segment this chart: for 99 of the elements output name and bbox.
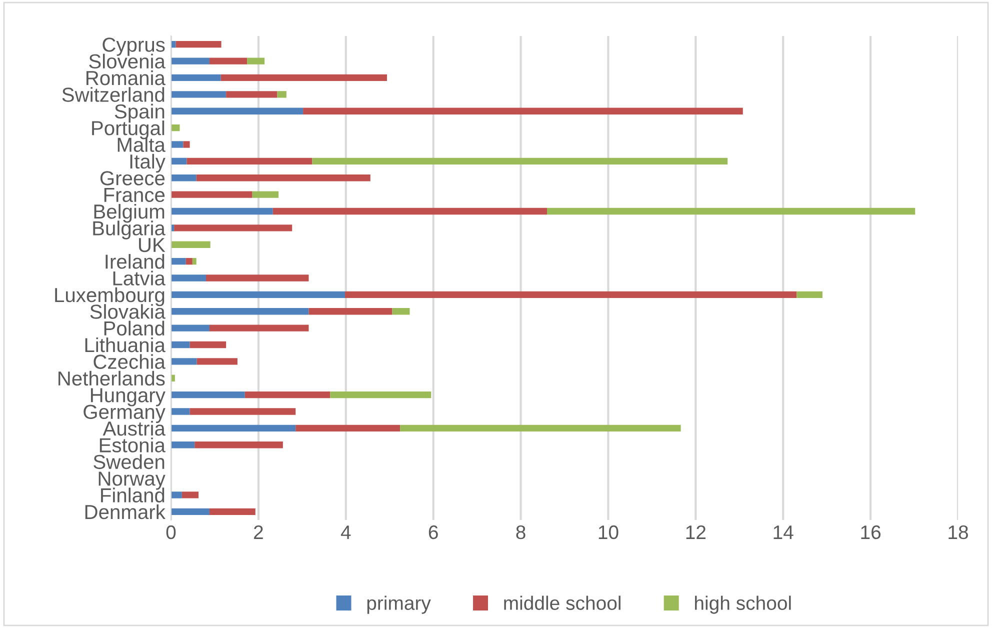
bar: [171, 158, 187, 165]
bar: [247, 58, 265, 64]
bar: [171, 358, 197, 365]
y-tick-label: Belgium: [94, 204, 164, 223]
y-tick-label: Finland: [101, 488, 164, 502]
y-tick-label: Hungary: [90, 388, 166, 406]
bar: [171, 241, 210, 248]
y-tick-label: Sweden: [94, 454, 164, 470]
x-tick-label: 14: [774, 526, 794, 539]
bar: [400, 424, 681, 432]
x-tick-label: 12: [686, 525, 706, 539]
bar: [220, 74, 387, 82]
y-tick-label: Luxembourg: [55, 287, 164, 306]
y-tick-label: Italy: [130, 154, 166, 173]
bar: [171, 424, 296, 432]
bar: [171, 258, 186, 265]
bar: [171, 308, 309, 315]
bar: [171, 341, 190, 348]
bar: [196, 174, 370, 182]
y-tick-label: Poland: [104, 320, 164, 336]
y-tick-label: Latvia: [113, 270, 166, 286]
y-tick-label: Switzerland: [62, 87, 164, 102]
bar: [312, 158, 728, 165]
bar: [209, 58, 248, 64]
y-tick-label: Czechia: [94, 354, 166, 369]
bar: [182, 492, 199, 498]
bar: [190, 341, 226, 348]
bar: [176, 41, 222, 48]
bar: [194, 442, 283, 448]
y-tick-label: Ireland: [106, 254, 164, 269]
y-tick-label: Austria: [102, 420, 166, 436]
y-tick-label: Denmark: [85, 504, 166, 520]
bar: [209, 508, 256, 515]
bar: [244, 391, 330, 398]
x-tick-label: 8: [516, 525, 526, 540]
bar: [171, 274, 206, 282]
bar: [171, 508, 210, 515]
bar: [196, 358, 238, 365]
bar: [206, 274, 309, 282]
y-tick-label: Slovenia: [89, 54, 166, 69]
bar: [171, 442, 195, 448]
bar: [171, 208, 273, 215]
bar: [171, 174, 196, 182]
bar: [171, 291, 346, 298]
y-tick-label: Spain: [114, 104, 164, 123]
bar: [272, 208, 548, 215]
y-tick-label: UK: [139, 238, 166, 252]
bar: [174, 224, 292, 232]
y-tick-label: Slovakia: [90, 304, 166, 319]
x-tick-label: 0: [166, 525, 176, 540]
x-tick-label: 16: [861, 525, 881, 540]
bar: [171, 408, 190, 415]
bar: [192, 258, 196, 265]
y-tick-label: Norway: [98, 472, 166, 490]
bar: [252, 191, 279, 198]
bar: [796, 291, 822, 298]
y-tick-label: Romania: [86, 70, 166, 86]
y-tick-label: Estonia: [100, 438, 166, 452]
bar: [171, 492, 182, 498]
bar: [345, 291, 797, 298]
bar: [190, 408, 296, 415]
x-tick-label: 2: [254, 525, 263, 539]
bar: [171, 58, 210, 64]
bar: [171, 91, 226, 98]
bar: [171, 391, 245, 398]
bar: [171, 191, 252, 198]
bar: [171, 41, 176, 48]
bar: [171, 141, 184, 148]
y-tick-label: Greece: [100, 171, 165, 186]
legend-label: high school: [695, 596, 791, 614]
bar: [186, 258, 192, 265]
bar: [303, 108, 743, 114]
bar: [171, 108, 304, 114]
bar: [186, 158, 312, 165]
y-tick-label: France: [104, 188, 165, 202]
x-tick-label: 4: [340, 526, 351, 539]
bar: [171, 74, 221, 82]
bar: [392, 308, 410, 315]
bar: [330, 391, 432, 398]
x-tick-label: 18: [948, 525, 968, 540]
bar: [308, 308, 392, 315]
bar: [171, 324, 210, 332]
x-tick-label: 6: [428, 525, 438, 540]
y-tick-label: Bulgaria: [93, 220, 166, 240]
bar: [183, 141, 190, 148]
bar: [226, 91, 278, 98]
legend-label: primary: [367, 596, 431, 614]
y-tick-label: Malta: [118, 137, 166, 152]
bar: [547, 208, 916, 215]
y-tick-label: Portugal: [92, 120, 164, 140]
legend-label: middle school: [504, 596, 620, 610]
x-tick-label: 10: [598, 525, 618, 540]
y-tick-label: Netherlands: [58, 370, 165, 386]
bar: [296, 424, 400, 432]
y-tick-label: Germany: [84, 404, 166, 423]
bar: [277, 91, 286, 98]
bar: [209, 324, 309, 332]
y-tick-label: Lithuania: [85, 337, 166, 352]
y-tick-label: Cyprus: [102, 38, 165, 56]
